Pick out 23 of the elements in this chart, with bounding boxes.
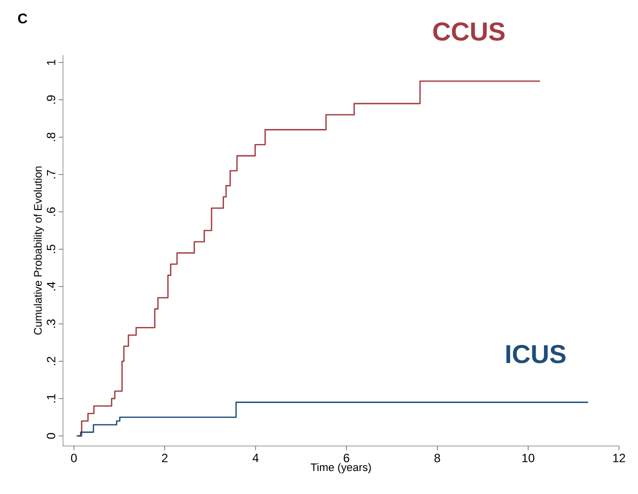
x-tick-label: 0: [71, 454, 77, 462]
x-tick-label: 10: [522, 454, 534, 462]
x-axis-title: Time (years): [310, 463, 371, 474]
y-tick-label: .4: [47, 282, 56, 290]
y-tick-label: 0: [46, 433, 56, 439]
y-tick-label: .6: [46, 207, 56, 216]
x-tick-label: 6: [344, 454, 350, 462]
chart-title: C: [18, 14, 28, 24]
y-tick-label: .1: [47, 394, 56, 402]
y-tick-label: .5: [46, 244, 56, 254]
y-tick-label: 1: [47, 60, 56, 65]
series-label: CCUS: [433, 22, 505, 41]
y-tick-label: .3: [46, 319, 56, 328]
y-tick-label: .8: [46, 132, 56, 142]
x-tick-label: 8: [434, 454, 440, 462]
y-tick-label: .9: [46, 95, 56, 104]
y-tick-label: .7: [47, 170, 56, 178]
x-tick-label: 4: [252, 454, 259, 462]
x-tick-label: 2: [162, 454, 168, 462]
y-axis-title: Cumulative Probability of Evolution: [34, 166, 44, 335]
series-label: ICUS: [506, 344, 566, 364]
y-tick-label: .2: [46, 356, 56, 366]
x-tick-label: 12: [613, 454, 626, 462]
